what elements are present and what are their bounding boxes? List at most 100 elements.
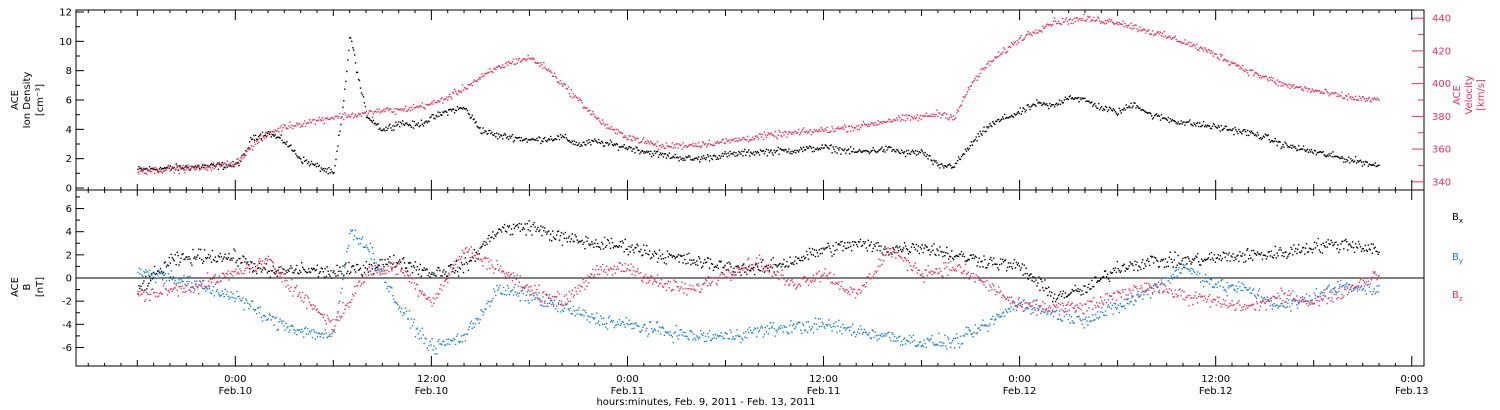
by-point [673,332,675,335]
bx-point [1174,251,1176,253]
by-point [368,250,370,253]
by-point [178,279,180,281]
bx-point [872,247,874,250]
velocity-point [870,122,872,124]
bx-point [1017,262,1019,264]
by-point [502,286,505,289]
bx-point [349,272,351,275]
velocity-point [388,109,390,112]
by-point [1135,300,1137,302]
density-point [1168,121,1170,123]
velocity-point [1052,23,1054,26]
by-point [1012,308,1015,310]
velocity-point [331,116,333,119]
density-point [610,141,613,143]
bx-point [449,265,451,267]
density-point [768,151,770,154]
velocity-point [762,138,765,140]
bx-point [975,256,977,258]
bx-point [517,226,520,229]
bx-point [1002,258,1004,261]
bx-point [739,271,741,273]
by-point [1174,270,1176,272]
bx-point [1214,261,1217,263]
density-point [465,108,468,110]
by-point [1152,284,1155,287]
velocity-point [756,136,759,138]
by-point [599,324,601,326]
bx-point [1319,251,1321,253]
by-point [1130,301,1132,303]
velocity-point [802,127,805,129]
density-point [436,116,438,118]
bx-point [284,273,286,275]
by-point [1177,268,1179,271]
bx-point [1349,243,1351,245]
velocity-point [418,106,420,108]
velocity-point [365,110,368,113]
velocity-point [1018,38,1020,40]
density-point [284,142,286,144]
bx-point [715,266,718,268]
bx-point [908,251,911,253]
velocity-point [1039,30,1041,32]
density-point [241,155,243,157]
velocity-point [214,166,217,168]
density-point [249,141,251,143]
by-point [901,340,903,343]
bx-point [1102,275,1105,278]
density-point [678,160,680,162]
density-point [388,125,390,127]
density-point [1377,164,1379,167]
velocity-point [1278,80,1280,83]
velocity-point [856,128,859,131]
by-point [294,332,296,334]
by-point [616,321,619,323]
density-point [376,123,378,125]
by-point [441,343,443,346]
by-point [831,330,833,332]
bx-point [692,262,694,265]
bx-point [254,265,257,268]
density-point [646,150,648,152]
by-point [855,333,858,336]
bx-point [1334,241,1336,244]
velocity-point [197,164,199,166]
density-point [743,150,745,153]
density-point [996,120,998,123]
bx-point [1303,253,1306,255]
bx-point [1222,251,1224,253]
bx-point [261,269,264,271]
density-point [929,155,931,157]
velocity-point [1265,75,1268,78]
density-point [1292,144,1294,147]
density-point [715,158,718,161]
by-point [156,274,159,276]
velocity-point [1173,36,1175,38]
density-point [1321,151,1323,153]
by-point [591,313,593,315]
density-point [1026,104,1028,107]
bx-point [1301,250,1303,252]
by-point [900,344,902,347]
density-point [542,141,544,143]
by-point [931,334,933,337]
bx-point [802,255,805,257]
velocity-point [1134,24,1136,26]
density-point [774,151,776,154]
velocity-point [377,111,379,113]
density-point [611,144,614,146]
velocity-point [170,169,172,171]
bx-point [471,256,473,258]
by-point [1158,292,1161,294]
bx-point [386,263,388,266]
by-point [188,281,190,283]
velocity-point [343,118,345,121]
velocity-point [738,137,740,139]
by-point [668,334,670,336]
density-point [250,136,252,139]
density-point [796,149,798,152]
bx-point [575,236,577,238]
velocity-point [181,166,183,168]
density-point [372,119,374,122]
